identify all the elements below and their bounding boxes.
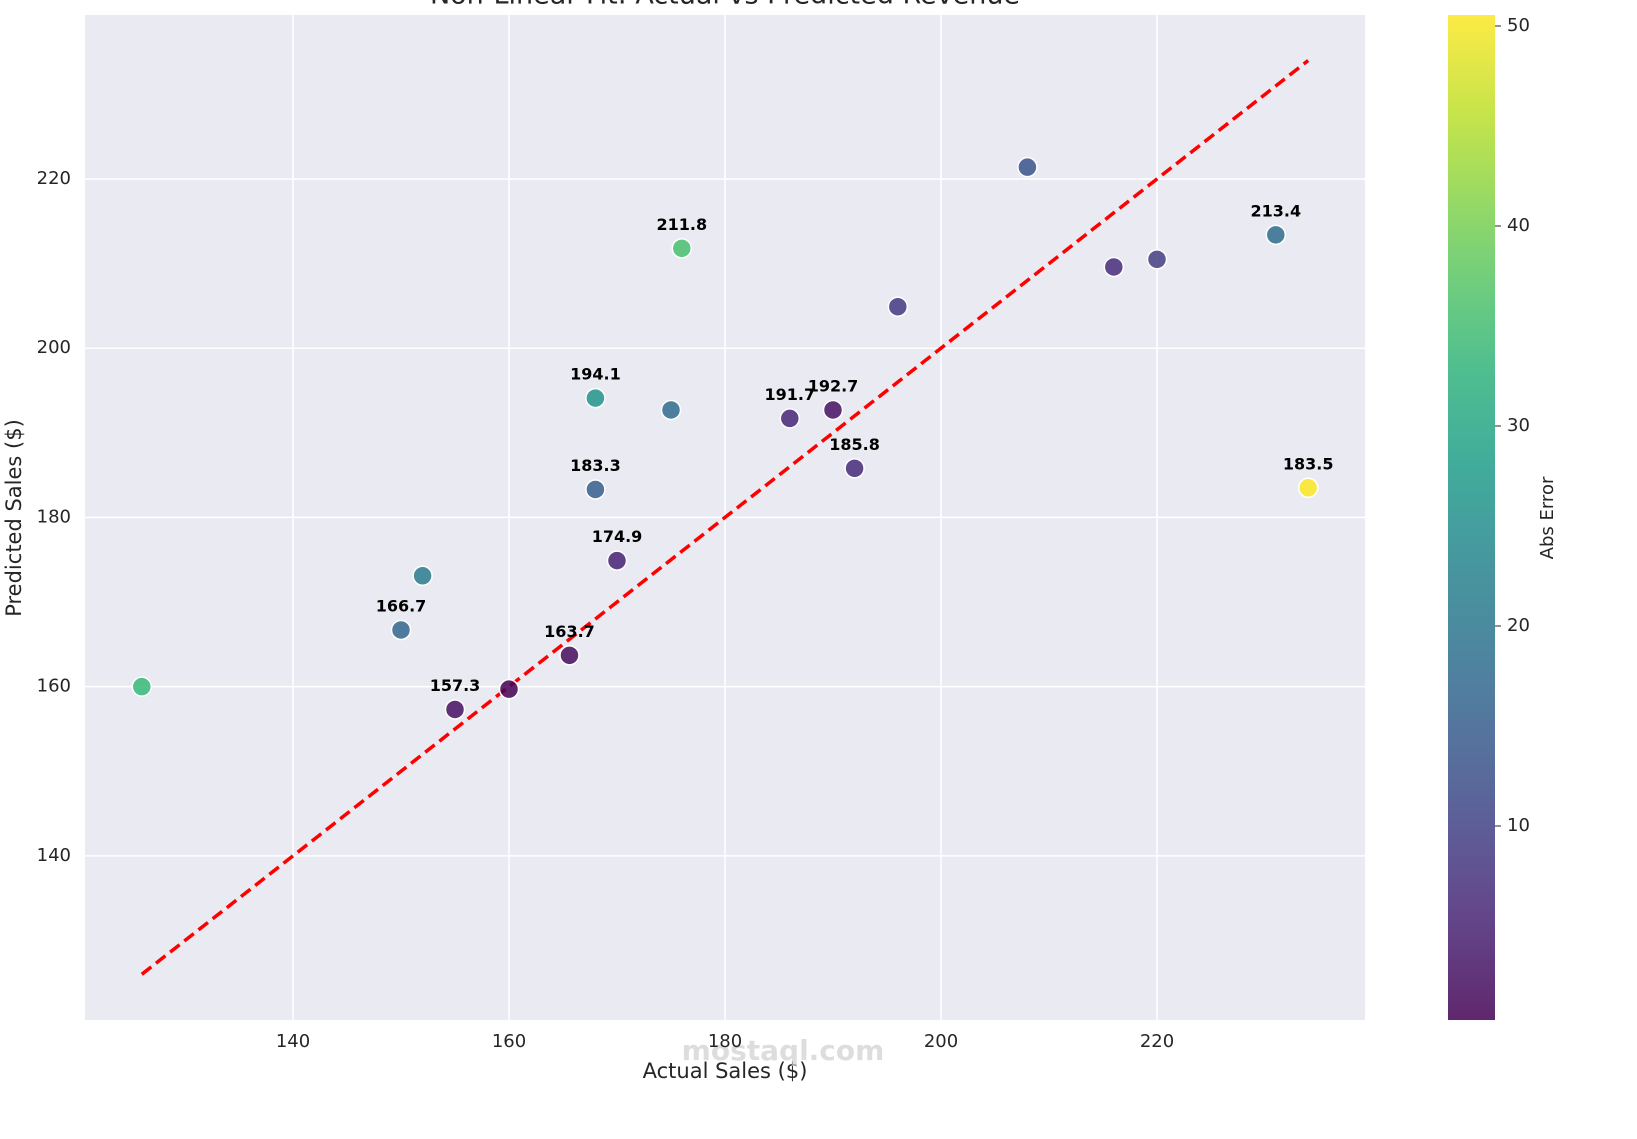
point (1103, 256, 1125, 278)
point (1265, 224, 1287, 246)
point (779, 408, 801, 429)
value-label: 213.4 (1250, 201, 1301, 220)
value-label: 211.8 (656, 215, 707, 234)
colorbar (1448, 15, 1495, 1020)
value-label: 157.3 (430, 676, 481, 695)
value-label: 185.8 (829, 435, 880, 454)
y-tick-label: 140 (37, 845, 71, 866)
point (660, 399, 682, 421)
colorbar-tick-label: 10 (1507, 815, 1530, 836)
y-tick-label: 200 (37, 337, 71, 358)
colorbar-tick-label: 30 (1507, 415, 1530, 436)
colorbar-label: Abs Error (1537, 476, 1558, 559)
point (498, 678, 520, 700)
y-axis-label: Predicted Sales ($) (2, 419, 26, 617)
value-label: 163.7 (544, 622, 595, 641)
value-label: 194.1 (570, 365, 621, 384)
point (1297, 477, 1319, 499)
point (1146, 249, 1168, 270)
value-label: 166.7 (376, 596, 427, 615)
y-tick-label: 180 (37, 506, 71, 527)
x-tick-label: 200 (924, 1031, 958, 1052)
value-label: 183.3 (570, 456, 621, 475)
point (444, 699, 466, 720)
point (822, 399, 844, 421)
colorbar-tick-label: 50 (1507, 15, 1530, 36)
point (585, 479, 606, 500)
reference-line (140, 59, 1310, 976)
point (887, 296, 909, 317)
point (390, 619, 412, 641)
point (559, 645, 580, 666)
x-tick-label: 220 (1140, 1031, 1174, 1052)
x-tick-label: 160 (492, 1031, 526, 1052)
colorbar-tick-label: 40 (1507, 215, 1530, 236)
point (131, 676, 153, 697)
colorbar-tick-label: 20 (1507, 615, 1530, 636)
point (585, 387, 606, 409)
value-label: 192.7 (808, 376, 859, 395)
x-axis-label: Actual Sales ($) (643, 1059, 808, 1083)
watermark: mostaql.com (682, 1034, 885, 1067)
value-label: 183.5 (1283, 454, 1334, 473)
y-tick-label: 160 (37, 676, 71, 697)
chart-title: Non-Linear Fit: Actual vs Predicted Reve… (430, 0, 1020, 11)
point (671, 238, 693, 259)
point (412, 565, 433, 587)
x-tick-label: 140 (276, 1031, 310, 1052)
y-tick-label: 220 (37, 168, 71, 189)
value-label: 174.9 (592, 527, 643, 546)
point (844, 458, 865, 479)
point (1017, 156, 1038, 178)
x-tick-label: 180 (708, 1031, 742, 1052)
point (606, 550, 628, 571)
value-label: 191.7 (764, 385, 815, 404)
